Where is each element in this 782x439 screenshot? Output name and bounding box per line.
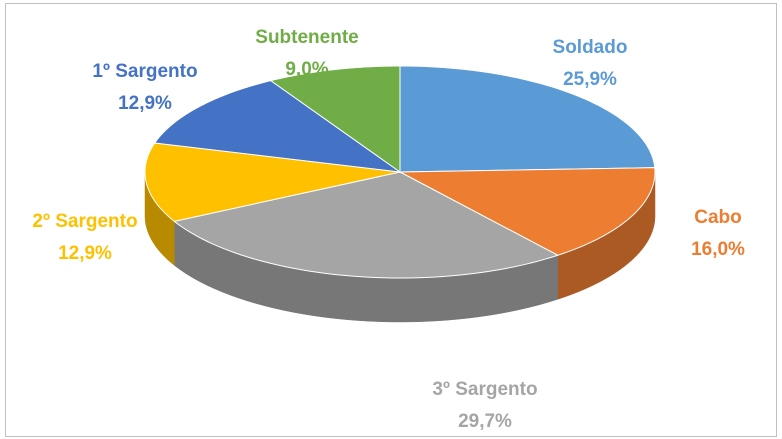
slice-label: 3º Sargento: [432, 379, 537, 400]
slice-value-label: 12,9%: [118, 93, 172, 114]
slice-value-label: 29,7%: [458, 411, 512, 432]
slice-label: Cabo: [694, 207, 742, 228]
slice-label: 1º Sargento: [92, 61, 197, 82]
slice-label: 2º Sargento: [32, 211, 137, 232]
slice: [153, 80, 401, 173]
slice: [269, 65, 401, 173]
slice-value-label: 12,9%: [58, 243, 112, 264]
slice-label: Soldado: [553, 37, 628, 58]
slice: [399, 65, 656, 173]
slice: [399, 167, 656, 256]
slice-value-label: 25,9%: [563, 69, 617, 90]
slice-value-label: 9,0%: [285, 59, 328, 80]
slice-label: Subtenente: [255, 27, 358, 48]
slice: [144, 142, 401, 222]
slice: [173, 171, 560, 279]
slice-value-label: 16,0%: [691, 239, 745, 260]
